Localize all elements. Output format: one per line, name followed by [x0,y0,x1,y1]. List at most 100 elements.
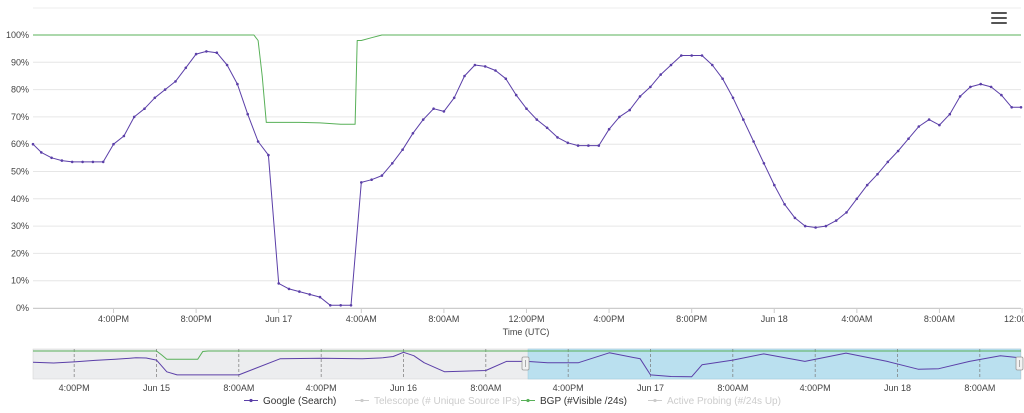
navigator-x-ticks: 4:00PM Jun 15 8:00AM 4:00PM Jun 16 8:00AM 4:00… [59,383,996,393]
data-point-google [360,181,363,184]
legend-item[interactable]: Telescope (# Unique Source IPs) [355,396,520,407]
data-point-google [483,65,487,68]
data-point-google [752,140,755,143]
data-point-google [267,153,270,157]
data-point-google [545,126,549,130]
x-tick-label: 8:00AM [428,314,459,324]
data-point-google [587,144,590,147]
hamburger-menu-icon[interactable] [989,10,1009,26]
data-point-google [153,96,157,100]
data-point-google [824,224,828,228]
y-tick-label: 40% [11,194,29,204]
data-point-google [31,142,35,146]
menu-bar [991,17,1007,19]
legend-item[interactable]: BGP (#Visible /24s) [521,396,627,407]
navigator-x-tick-label: Jun 15 [143,383,170,393]
data-point-google [618,115,621,119]
y-tick-label: 90% [11,57,29,67]
series-line-bgp [33,34,1021,125]
data-point-google [803,224,807,228]
legend-symbol-marker [249,398,253,403]
data-point-google [494,69,497,72]
data-point-google [535,118,539,121]
data-point-google [773,183,776,187]
data-point-google [504,77,508,80]
data-point-google [473,63,477,67]
data-point-google [287,287,291,291]
legend-label: Telescope (# Unique Source IPs) [374,396,520,407]
data-point-google [979,82,982,86]
data-point-google [442,110,446,113]
x-tick-label: 8:00PM [676,314,707,324]
data-point-google [814,226,817,229]
x-tick-label: 4:00PM [98,314,129,324]
data-point-google [1019,106,1023,109]
navigator-x-tick-label: 4:00PM [800,383,831,393]
grid-lines [33,7,1021,309]
y-axis-ticks: 0% 10% 20% 30% 40% 50% 60% 70% 80% 90% 100% [6,30,29,313]
x-tick-label: 4:00AM [841,314,872,324]
data-point-google [1010,106,1013,109]
data-point-google [958,95,962,98]
navigator-x-tick-label: 8:00AM [964,383,995,393]
navigator-series [32,350,1022,378]
navigator-x-tick-label: 8:00AM [470,383,501,393]
data-point-google [721,77,724,80]
y-tick-label: 10% [11,276,29,286]
navigator-x-tick-label: 4:00PM [306,383,337,393]
data-point-google [452,96,456,100]
navigator-selected-range[interactable] [527,348,1021,380]
data-point-google [132,115,136,119]
navigator-series-google [32,351,1022,378]
navigator-x-tick-label: Jun 17 [637,383,664,393]
data-point-google [556,136,559,139]
data-point-google [432,107,435,110]
data-point-google [700,54,704,57]
navigator-x-tick-label: 4:00PM [59,383,90,393]
x-tick-label: 12:00PM [508,314,544,324]
data-point-google [277,282,281,285]
data-point-google [370,178,373,181]
y-tick-label: 20% [11,248,29,258]
data-point-google [886,160,890,164]
navigator[interactable]: 4:00PM Jun 15 8:00AM 4:00PM Jun 16 8:00AM 4:00… [32,348,1024,393]
data-point-google [680,54,683,57]
data-point-google [40,151,43,154]
legend-label: Google (Search) [263,396,336,407]
data-point-google [81,160,84,164]
data-point-google [711,63,714,67]
data-point-google [969,85,972,89]
series-layer [31,34,1023,307]
data-point-google [205,50,208,53]
data-point-google [349,304,353,307]
y-tick-label: 100% [6,30,29,40]
legend-item[interactable]: Google (Search) [244,396,336,407]
data-point-google [597,144,601,147]
data-point-google [845,211,848,214]
legend-symbol-marker [526,398,530,403]
data-point-google [783,203,786,206]
y-tick-label: 0% [16,303,29,313]
data-point-google [411,132,415,135]
legend-label: Active Probing (#/24s Up) [667,396,781,407]
data-point-google [989,85,993,89]
data-point-google [329,304,332,307]
data-point-google [339,304,343,307]
x-tick-label: Jun 17 [265,314,292,324]
data-point-google [225,63,229,67]
data-point-google [215,51,219,54]
data-point-google [391,162,394,165]
legend-item[interactable]: Active Probing (#/24s Up) [648,396,781,407]
data-point-google [917,125,921,128]
data-point-google [907,137,910,140]
x-tick-label: Jun 18 [761,314,788,324]
data-point-google [143,107,146,110]
x-tick-label: 12:00PM [1004,314,1024,324]
data-point-google [1000,93,1003,97]
x-tick-label: 8:00PM [181,314,212,324]
data-point-google [308,293,312,296]
legend-symbol-marker [360,398,364,403]
navigator-x-tick-label: Jun 16 [390,383,417,393]
data-point-google [649,85,652,89]
